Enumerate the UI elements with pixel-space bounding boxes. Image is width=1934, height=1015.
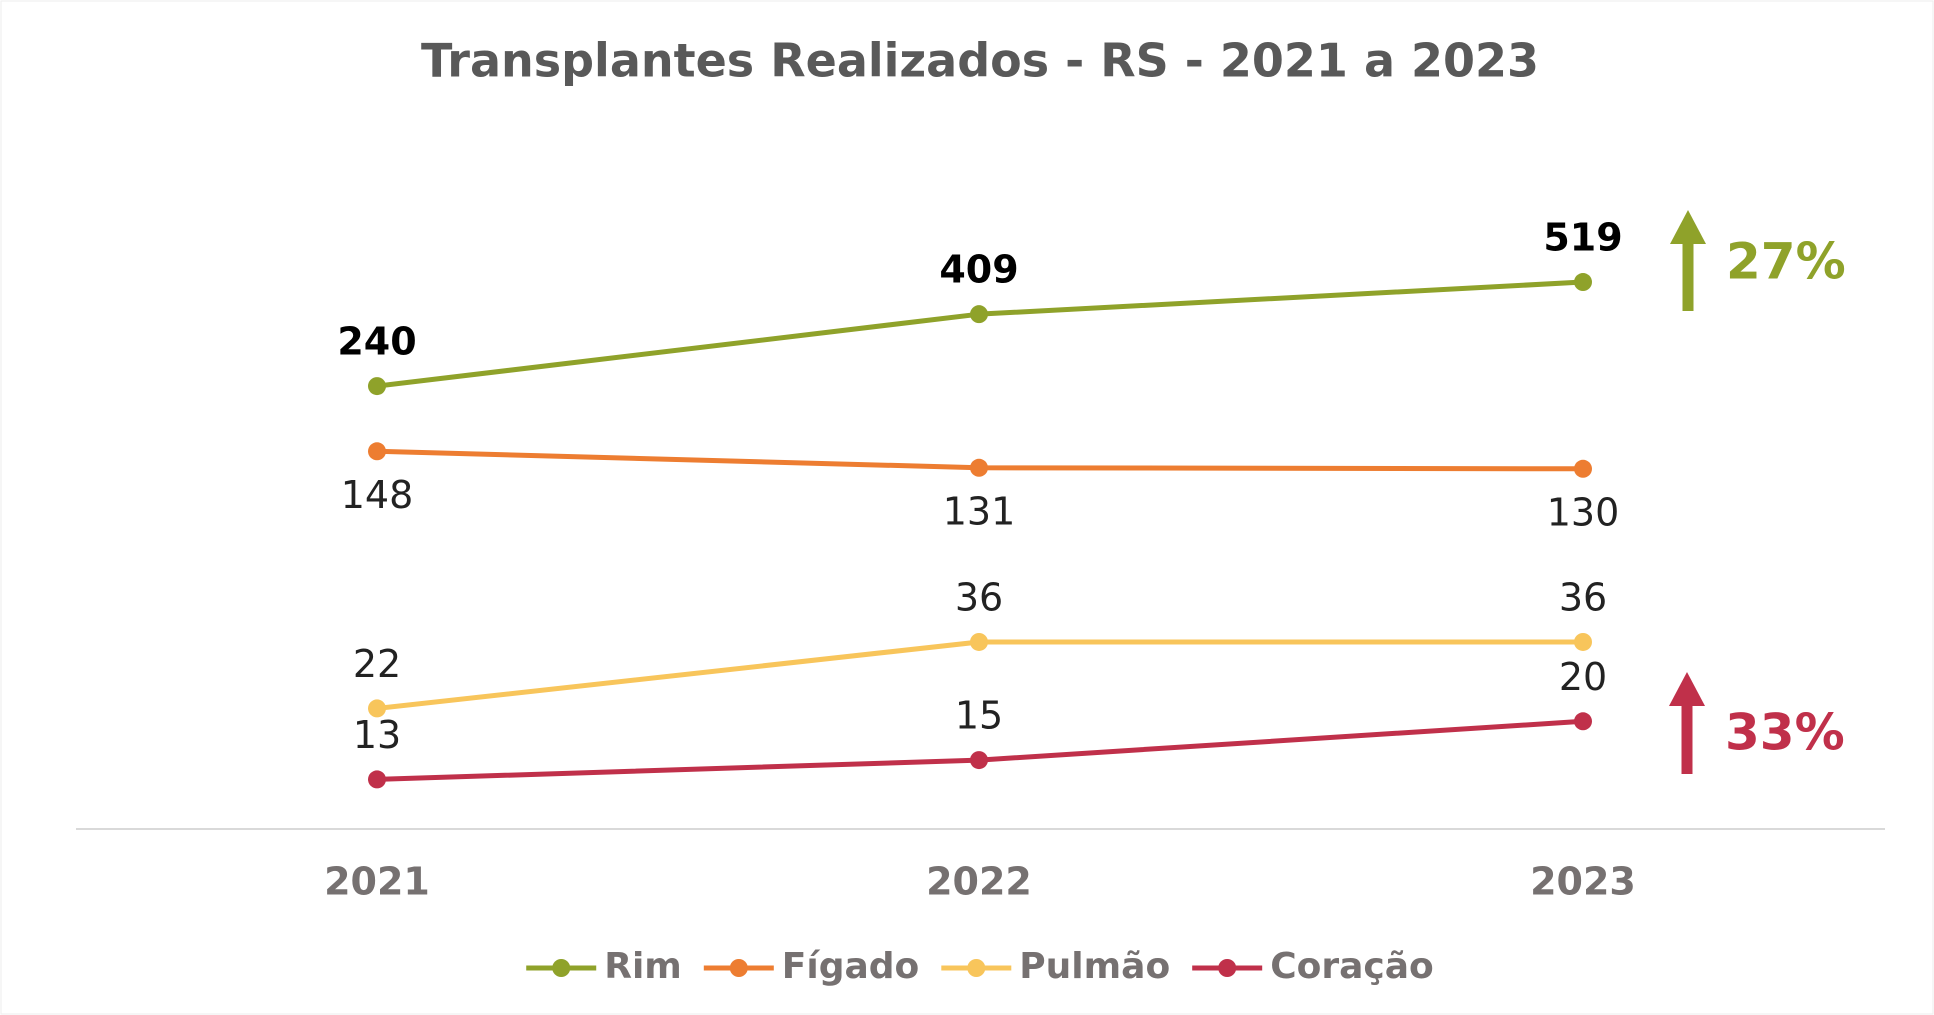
data-point: [368, 377, 386, 396]
legend-label: Coração: [1270, 946, 1434, 987]
data-label: 148: [341, 473, 414, 517]
arrow-head: [1670, 210, 1706, 244]
data-point: [368, 442, 386, 461]
legend-label: Fígado: [782, 946, 920, 987]
x-tick-label: 2021: [324, 860, 430, 904]
legend-marker: [1218, 959, 1237, 977]
data-label: 22: [353, 642, 401, 686]
data-label: 240: [337, 320, 416, 364]
data-point: [1574, 712, 1592, 731]
data-point: [970, 458, 988, 477]
annotation: 27%: [1726, 233, 1846, 291]
data-point: [1574, 273, 1592, 292]
chart-title: Transplantes Realizados - RS - 2021 a 20…: [421, 34, 1539, 88]
data-label: 15: [955, 694, 1003, 738]
data-label: 131: [943, 489, 1016, 533]
legend-label: Rim: [604, 946, 682, 987]
data-point: [970, 751, 988, 770]
arrow-head: [1669, 672, 1705, 706]
data-label: 13: [353, 713, 401, 757]
legend-marker: [552, 959, 571, 977]
data-label: 130: [1547, 490, 1620, 534]
data-point: [970, 305, 988, 324]
x-tick-label: 2022: [926, 860, 1032, 904]
data-label: 409: [939, 248, 1018, 292]
data-label: 519: [1543, 216, 1622, 260]
data-label: 36: [1559, 575, 1607, 619]
legend-label: Pulmão: [1019, 946, 1170, 987]
data-point: [368, 770, 386, 789]
x-tick-label: 2023: [1530, 860, 1636, 904]
data-label: 20: [1559, 655, 1607, 699]
data-point: [1574, 632, 1592, 651]
data-label: 36: [955, 575, 1003, 619]
data-point: [1574, 459, 1592, 478]
legend-marker: [967, 959, 986, 977]
legend-marker: [729, 959, 748, 977]
annotation: 33%: [1725, 704, 1845, 762]
data-point: [970, 632, 988, 651]
data-point: [368, 699, 386, 718]
